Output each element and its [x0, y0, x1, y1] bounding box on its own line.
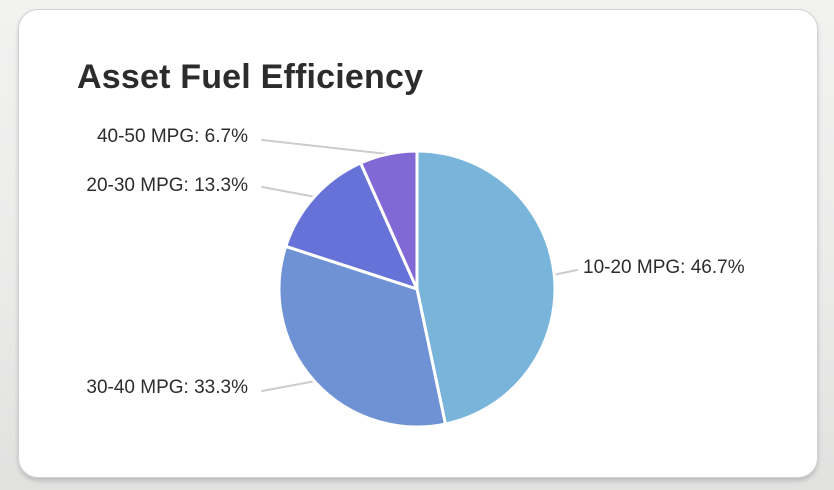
leader-line-20-30-mpg	[261, 186, 316, 198]
pie-slice-40-50-mpg[interactable]	[359, 149, 419, 291]
pie-label-10-20-mpg: 10-20 MPG: 46.7%	[583, 257, 745, 278]
pie-slice-30-40-mpg[interactable]	[277, 244, 447, 429]
leader-line-30-40-mpg	[261, 380, 316, 392]
pie-label-20-30-mpg: 20-30 MPG: 13.3%	[86, 175, 248, 196]
leader-line-40-50-mpg	[261, 139, 390, 156]
pie-slice-10-20-mpg[interactable]	[415, 149, 557, 426]
leader-line-10-20-mpg	[553, 269, 578, 276]
pie-label-30-40-mpg: 30-40 MPG: 33.3%	[86, 377, 248, 398]
pie-label-40-50-mpg: 40-50 MPG: 6.7%	[96, 126, 248, 147]
chart-title: Asset Fuel Efficiency	[77, 58, 424, 96]
pie-slice-20-30-mpg[interactable]	[284, 161, 419, 291]
